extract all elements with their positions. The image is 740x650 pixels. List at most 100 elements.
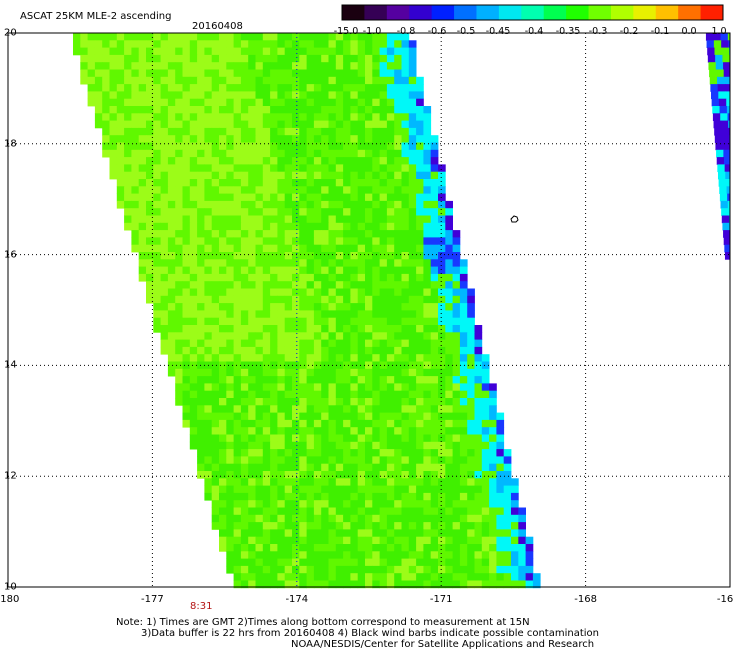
swath-cell (116, 33, 125, 41)
swath-cell (379, 171, 388, 180)
swath-cell (284, 40, 293, 48)
swath-cell (328, 332, 337, 340)
swath-cell (292, 281, 300, 289)
swath-cell (474, 492, 483, 501)
swath-cell (481, 390, 490, 399)
swath-cell (386, 76, 395, 85)
swath-cell (423, 252, 432, 260)
swath-cell (321, 398, 329, 406)
swath-cell (328, 237, 337, 246)
swath-cell (474, 325, 483, 333)
swath-cell (372, 98, 380, 107)
swath-cell (204, 398, 213, 406)
swath-cell (219, 478, 227, 486)
swath-cell (219, 412, 227, 421)
swath-cell (219, 522, 227, 530)
swath-cell (408, 164, 417, 173)
swath-cell (481, 507, 490, 516)
colorbar-label: -0.4 (524, 26, 544, 37)
swath-cell (211, 354, 220, 362)
swath-cell (343, 84, 351, 92)
swath-cell (335, 434, 344, 443)
swath-cell (394, 565, 402, 574)
swath-cell (445, 412, 453, 421)
colorbar-segment (476, 5, 500, 20)
swath-cell (167, 149, 176, 158)
swath-cell (197, 332, 205, 340)
swath-cell (401, 127, 410, 136)
swath-cell (211, 288, 220, 297)
swath-cell (716, 69, 725, 78)
swath-cell (328, 230, 337, 238)
swath-cell (503, 514, 512, 523)
swath-cell (270, 215, 278, 224)
swath-cell (452, 259, 461, 267)
swath-cell (401, 478, 410, 486)
swath-cell (233, 354, 242, 362)
swath-cell (138, 106, 147, 114)
swath-cell (379, 157, 388, 165)
swath-cell (715, 142, 724, 151)
swath-cell (328, 200, 337, 209)
swath-cell (321, 419, 329, 428)
swath-cell (372, 273, 380, 282)
swath-cell (430, 485, 439, 494)
swath-cell (386, 149, 395, 158)
swath-cell (394, 40, 402, 48)
swath-cell (489, 580, 497, 589)
swath-cell (306, 171, 315, 180)
swath-cell (343, 456, 351, 465)
swath-cell (714, 135, 723, 143)
swath-cell (474, 427, 483, 435)
swath-cell (335, 62, 344, 70)
swath-cell (328, 544, 337, 552)
swath-cell (459, 478, 468, 486)
swath-cell (94, 113, 103, 121)
swath-cell (292, 135, 300, 143)
swath-cell (197, 288, 205, 297)
colorbar-label: -0.45 (485, 26, 511, 37)
swath-cell (284, 398, 293, 406)
swath-cell (328, 317, 337, 326)
swath-cell (124, 62, 132, 70)
swath-cell (416, 317, 424, 326)
swath-cell (219, 237, 227, 246)
swath-cell (511, 565, 519, 574)
swath-cell (321, 310, 329, 319)
swath-cell (438, 500, 446, 508)
swath-cell (277, 354, 286, 362)
swath-cell (459, 419, 468, 428)
swath-cell (262, 346, 271, 355)
swath-cell (153, 106, 161, 114)
swath-cell (467, 500, 475, 508)
swath-cell (262, 113, 271, 121)
swath-cell (292, 47, 300, 56)
swath-cell (489, 529, 497, 538)
swath-cell (226, 463, 234, 472)
swath-cell (226, 514, 234, 523)
swath-cell (459, 383, 468, 392)
swath-cell (204, 149, 213, 158)
swath-cell (306, 441, 315, 450)
swath-cell (233, 536, 242, 545)
swath-cell (313, 529, 322, 538)
swath-cell (408, 456, 417, 465)
swath-cell (350, 208, 359, 216)
colorbar-segment (633, 5, 657, 20)
swath-cell (372, 471, 380, 479)
swath-cell (313, 215, 322, 224)
swath-cell (365, 135, 373, 143)
swath-cell (438, 478, 446, 486)
swath-cell (321, 208, 329, 216)
swath-cell (313, 47, 322, 56)
swath-cell (379, 106, 388, 114)
swath-cell (277, 179, 286, 187)
swath-cell (277, 456, 286, 465)
swath-cell (211, 441, 220, 450)
swath-cell (401, 193, 410, 202)
swath-cell (350, 288, 359, 297)
swath-cell (328, 449, 337, 457)
swath-cell (255, 149, 264, 158)
swath-cell (394, 106, 402, 114)
swath-cell (146, 40, 154, 48)
